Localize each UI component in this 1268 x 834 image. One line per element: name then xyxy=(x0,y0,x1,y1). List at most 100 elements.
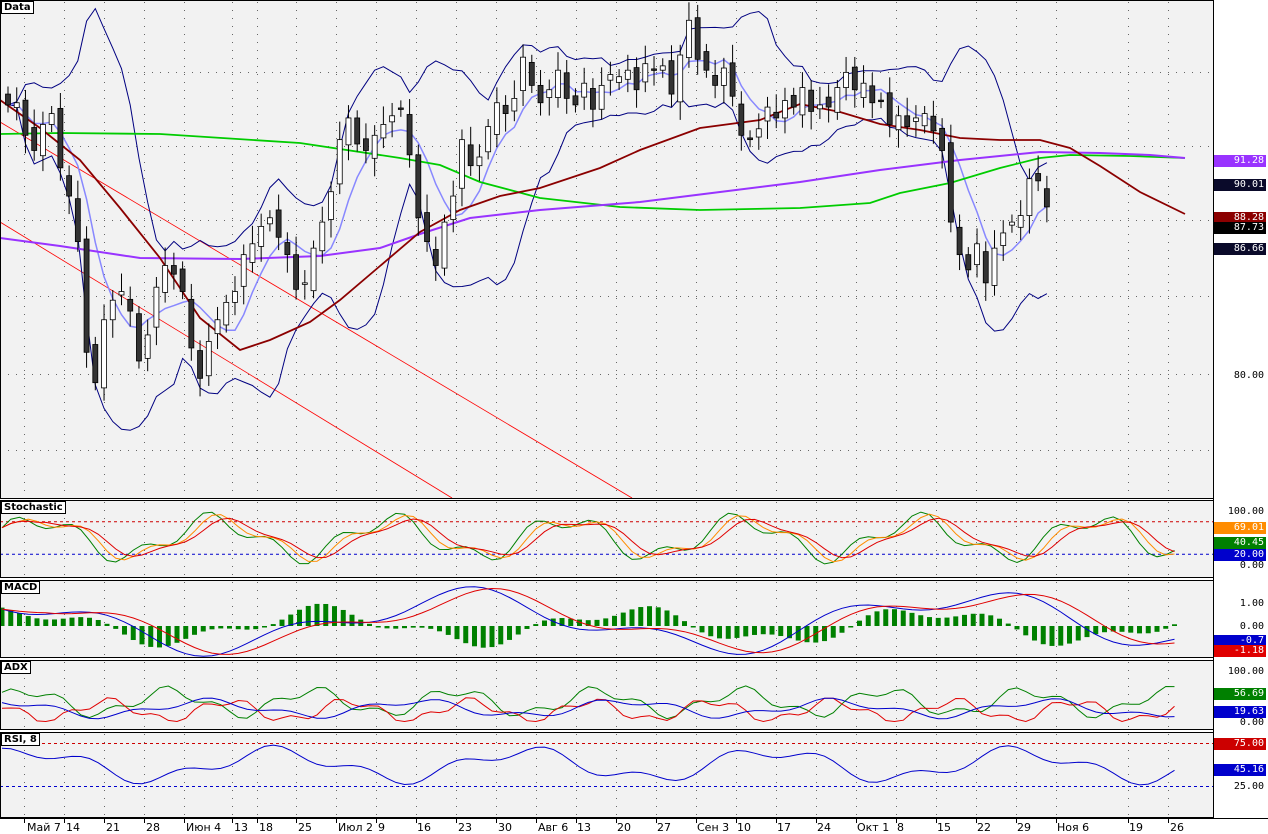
candle-body xyxy=(982,251,989,284)
rsi-axis-tick-25: 25.00 xyxy=(1233,781,1264,792)
candle-body xyxy=(686,19,692,59)
macd-hist-bar xyxy=(664,610,670,626)
price-tag-ma-darkred: 88.28 xyxy=(1214,212,1266,224)
panel-label-stochastic: Stochastic xyxy=(1,501,66,514)
panel-background-rsi xyxy=(0,732,1213,817)
candle-body xyxy=(389,115,396,123)
candle-body xyxy=(66,175,73,197)
rsi-panel-plot xyxy=(0,743,1213,787)
candle-body xyxy=(747,137,753,141)
panel-background-main xyxy=(0,0,1213,498)
date-label: 29 xyxy=(1017,821,1031,834)
macd-hist-bar xyxy=(489,626,495,648)
candle-body xyxy=(642,63,649,83)
date-label: 25 xyxy=(298,821,312,834)
candle-body xyxy=(432,249,439,266)
candle-body xyxy=(153,286,160,328)
macd-hist-bar xyxy=(900,610,906,626)
macd-hist-bar xyxy=(708,626,714,637)
macd-hist-bar xyxy=(1005,623,1011,626)
macd-hist-bar xyxy=(1137,626,1142,634)
macd-hist-bar xyxy=(1172,624,1177,626)
macd-hist-bar xyxy=(515,626,521,635)
candle-body xyxy=(913,117,919,122)
rsi-line xyxy=(1,744,1175,786)
macd-hist-bar xyxy=(1093,626,1099,635)
macd-hist-bar xyxy=(909,612,915,626)
price-tag-bollinger-lower: 86.66 xyxy=(1214,243,1266,255)
date-label: 19 xyxy=(1129,821,1143,834)
candle-body xyxy=(232,291,238,303)
macd-hist-bar xyxy=(393,626,399,629)
macd-hist-bar xyxy=(690,626,696,628)
macd-hist-bar xyxy=(725,626,731,639)
candle-body xyxy=(284,242,291,256)
candle-body xyxy=(590,88,596,110)
macd-hist-bar xyxy=(673,615,679,626)
macd-hist-bar xyxy=(717,626,722,639)
date-label: Ноя 6 xyxy=(1057,821,1090,834)
macd-hist-bar xyxy=(927,617,932,626)
candle-body xyxy=(293,254,299,290)
candle-body xyxy=(485,126,492,153)
date-label: 21 xyxy=(106,821,120,834)
macd-hist-bar xyxy=(87,617,92,626)
macd-hist-bar xyxy=(367,623,372,626)
macd-hist-bar xyxy=(918,615,924,626)
candle-body xyxy=(808,89,815,112)
macd-hist-bar xyxy=(454,626,460,640)
candle-body xyxy=(563,72,570,99)
date-label: 13 xyxy=(577,821,591,834)
candle-body xyxy=(651,68,657,71)
macd-hist-bar xyxy=(209,626,215,630)
stochastic-panel-plot xyxy=(0,511,1213,565)
macd-hist-bar xyxy=(1145,626,1151,634)
macd-hist-bar xyxy=(638,607,644,626)
candle-body xyxy=(572,95,579,106)
candle-body xyxy=(397,107,404,110)
candle-body xyxy=(511,98,518,112)
candle-body xyxy=(336,139,343,185)
date-label: 14 xyxy=(66,821,80,834)
candle-body xyxy=(956,226,963,256)
candle-body xyxy=(607,74,614,81)
macd-hist-bar xyxy=(445,626,451,635)
macd-hist-bar xyxy=(1163,626,1169,629)
candle-body xyxy=(101,319,107,389)
macd-hist-bar xyxy=(883,609,889,626)
rsi-tag-value: 45.16 xyxy=(1214,764,1266,776)
candle-body xyxy=(371,134,378,159)
price-tag-bollinger-upper: 90.01 xyxy=(1214,179,1266,191)
ma-green-line xyxy=(0,132,1186,211)
macd-hist-bar xyxy=(979,613,985,626)
macd-hist-bar xyxy=(769,626,775,635)
panel-background-stoch xyxy=(0,500,1213,577)
candle-body xyxy=(773,111,780,119)
stoch-k-line xyxy=(1,511,1175,565)
date-label: 17 xyxy=(777,821,791,834)
adx-axis-tick-0: 0.00 xyxy=(1239,717,1264,728)
date-label: Июн 4 xyxy=(186,821,222,834)
macd-hist-bar xyxy=(1110,626,1116,632)
macd-hist-bar xyxy=(892,609,897,626)
date-label: Май 7 xyxy=(27,821,61,834)
macd-hist-bar xyxy=(542,620,547,626)
candle-body xyxy=(886,92,893,125)
bollinger-upper-line xyxy=(7,7,1048,252)
macd-hist-bar xyxy=(1049,626,1055,646)
macd-hist-bar xyxy=(297,609,302,626)
macd-hist-bar xyxy=(988,615,994,626)
macd-hist-bar xyxy=(253,626,259,630)
candle-body xyxy=(275,209,282,238)
macd-hist-bar xyxy=(340,609,346,626)
macd-hist-bar xyxy=(349,614,355,626)
candle-body xyxy=(467,144,474,167)
candle-body xyxy=(48,113,55,125)
macd-hist-bar xyxy=(1023,626,1029,636)
macd-hist-bar xyxy=(104,623,110,626)
macd-hist-bar xyxy=(594,619,600,626)
candle-body xyxy=(170,265,177,275)
macd-hist-bar xyxy=(830,626,836,638)
candle-body xyxy=(546,89,553,98)
date-label: 18 xyxy=(259,821,273,834)
